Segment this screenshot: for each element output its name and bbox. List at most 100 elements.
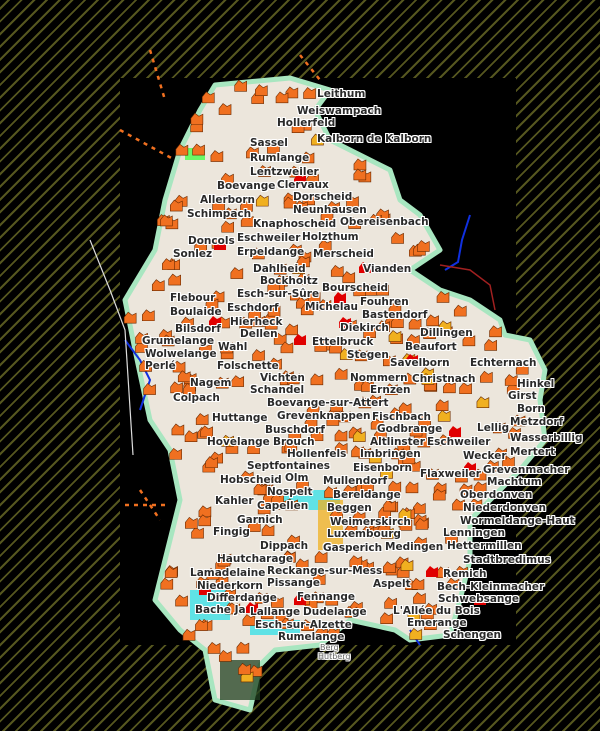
place-label[interactable]: Boevange-sur-Attert xyxy=(267,397,389,409)
place-label[interactable]: Hollenfels xyxy=(287,448,347,460)
settlement-marker[interactable] xyxy=(297,255,310,268)
settlement-marker[interactable] xyxy=(325,593,339,606)
settlement-marker[interactable] xyxy=(388,480,402,493)
place-label[interactable]: Girst xyxy=(508,390,537,402)
settlement-marker[interactable] xyxy=(438,434,452,446)
place-label[interactable]: Beggen xyxy=(327,502,372,514)
settlement-marker[interactable] xyxy=(224,207,237,220)
place-label[interactable]: Ernzen xyxy=(370,384,411,396)
place-label[interactable]: Eschweiler xyxy=(237,232,301,244)
town-marker[interactable] xyxy=(294,334,306,345)
settlement-marker[interactable] xyxy=(160,577,174,590)
settlement-marker[interactable] xyxy=(301,151,315,164)
settlement-marker[interactable] xyxy=(380,466,393,479)
settlement-marker[interactable] xyxy=(206,567,220,580)
place-label[interactable]: Lamadelaine xyxy=(190,567,266,579)
place-label[interactable]: Sassel xyxy=(250,137,288,149)
settlement-marker[interactable] xyxy=(170,199,183,212)
settlement-marker[interactable] xyxy=(172,360,186,373)
settlement-marker[interactable] xyxy=(334,429,348,442)
settlement-marker[interactable] xyxy=(352,430,366,442)
town-marker[interactable] xyxy=(339,317,351,328)
settlement-marker[interactable] xyxy=(334,367,348,380)
settlement-marker[interactable] xyxy=(326,414,340,426)
place-label[interactable]: Weimerskirch xyxy=(330,516,411,528)
settlement-marker[interactable] xyxy=(247,442,260,455)
town-marker[interactable] xyxy=(209,316,221,327)
place-label[interactable]: Rumlange xyxy=(250,152,310,164)
settlement-marker[interactable] xyxy=(143,383,156,395)
settlement-marker[interactable] xyxy=(383,354,396,367)
place-label[interactable]: Wahl xyxy=(218,341,248,353)
settlement-marker[interactable] xyxy=(399,518,413,531)
settlement-marker[interactable] xyxy=(374,429,387,441)
settlement-marker[interactable] xyxy=(312,573,326,585)
settlement-marker[interactable] xyxy=(183,382,196,395)
place-label[interactable]: Wecker xyxy=(463,450,507,462)
place-label[interactable]: Hollerfeld xyxy=(277,117,336,129)
settlement-marker[interactable] xyxy=(164,566,178,578)
place-label[interactable]: Savelborn xyxy=(390,357,450,369)
settlement-marker[interactable] xyxy=(185,516,198,529)
place-label[interactable]: Nospelt xyxy=(267,486,313,498)
settlement-marker[interactable] xyxy=(318,239,332,252)
place-label[interactable]: Holzthum xyxy=(302,231,359,243)
place-label[interactable]: Buschdorf xyxy=(265,424,325,436)
settlement-marker[interactable] xyxy=(169,447,182,460)
place-label[interactable]: Vianden xyxy=(363,263,412,275)
place-label[interactable]: Fouhren xyxy=(360,296,409,308)
settlement-marker[interactable] xyxy=(291,121,305,133)
settlement-marker[interactable] xyxy=(151,279,165,291)
settlement-marker[interactable] xyxy=(353,284,366,297)
settlement-marker[interactable] xyxy=(231,375,245,387)
settlement-marker[interactable] xyxy=(330,399,343,412)
place-label[interactable]: Fennange xyxy=(297,591,356,603)
place-label[interactable]: Wolwelange xyxy=(145,348,217,360)
settlement-marker[interactable] xyxy=(271,493,284,505)
settlement-marker[interactable] xyxy=(205,297,219,310)
settlement-marker[interactable] xyxy=(282,550,296,563)
settlement-marker[interactable] xyxy=(220,341,233,354)
settlement-marker[interactable] xyxy=(437,409,451,422)
settlement-marker[interactable] xyxy=(443,381,456,394)
settlement-marker[interactable] xyxy=(281,617,294,630)
place-label[interactable]: Grumelange xyxy=(142,335,215,347)
settlement-marker[interactable] xyxy=(289,243,302,256)
settlement-marker[interactable] xyxy=(267,304,281,317)
place-label[interactable]: Born xyxy=(517,403,545,415)
settlement-marker[interactable] xyxy=(363,326,376,339)
settlement-marker[interactable] xyxy=(190,112,204,125)
place-label[interactable]: Hinkel xyxy=(517,378,555,390)
settlement-marker[interactable] xyxy=(236,641,250,654)
place-label[interactable]: Wormeldange-Haut xyxy=(460,515,575,527)
place-label[interactable]: Clervaux xyxy=(277,179,329,191)
place-label[interactable]: Boulaide xyxy=(170,306,222,318)
place-label[interactable]: Schimpach xyxy=(187,208,252,220)
settlement-marker[interactable] xyxy=(254,591,268,604)
place-label[interactable]: Luxembourg xyxy=(327,528,401,540)
settlement-marker[interactable] xyxy=(397,439,411,451)
place-label[interactable]: Bache Ja xyxy=(195,604,246,616)
place-label[interactable]: Bereldange xyxy=(333,489,401,501)
settlement-marker[interactable] xyxy=(275,91,289,104)
place-label[interactable]: Metzdorf xyxy=(510,416,564,428)
settlement-marker[interactable] xyxy=(139,359,152,372)
place-label[interactable]: Septfontaines xyxy=(247,460,331,472)
settlement-marker[interactable] xyxy=(384,596,397,609)
town-marker[interactable] xyxy=(294,174,306,185)
place-label[interactable]: Capellen xyxy=(257,500,309,512)
settlement-marker[interactable] xyxy=(361,479,374,492)
settlement-marker[interactable] xyxy=(296,273,310,285)
settlement-marker[interactable] xyxy=(370,417,384,430)
settlement-marker[interactable] xyxy=(361,525,375,538)
settlement-marker[interactable] xyxy=(421,607,434,620)
settlement-marker[interactable] xyxy=(194,240,207,252)
settlement-marker[interactable] xyxy=(306,404,320,417)
place-label[interactable]: Gasperich xyxy=(323,542,383,554)
place-label[interactable]: Dellen xyxy=(240,328,278,340)
settlement-marker[interactable] xyxy=(234,79,247,92)
settlement-marker[interactable] xyxy=(349,555,363,567)
settlement-marker[interactable] xyxy=(409,628,423,640)
settlement-marker[interactable] xyxy=(388,303,402,315)
settlement-marker[interactable] xyxy=(258,165,271,177)
